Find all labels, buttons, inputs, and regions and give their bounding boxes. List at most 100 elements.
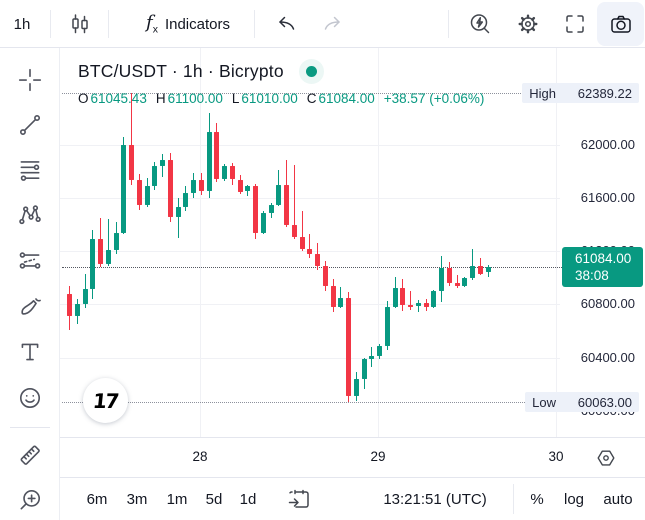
ruler-icon [20,445,40,465]
candle-body [330,285,336,307]
candle-wick [309,234,311,258]
candle-body [307,249,313,254]
hexagon-settings-icon [597,450,615,466]
redo-button[interactable] [312,0,352,48]
candle-wick [293,164,295,240]
divider [50,10,51,38]
candle-body [369,356,375,359]
fib-lines-icon [20,161,40,181]
range-3m-button[interactable]: 3m [126,490,148,508]
quick-search-button[interactable] [458,0,502,48]
range-1m-button[interactable]: 1m [166,490,188,508]
candle-body [346,297,351,396]
go-to-date-button[interactable] [280,478,318,520]
high-low-line [62,93,527,95]
range-6m-button[interactable]: 6m [86,490,108,508]
zoom-in-tool-button[interactable] [12,482,48,518]
auto-scale-toggle[interactable]: auto [603,490,633,508]
candle-body [152,166,158,187]
candle-body [105,249,111,265]
trend-line-tool-button[interactable] [12,107,48,143]
last-price-countdown-badge: 61084.00 38:08 [562,246,643,287]
fib-retracement-tool-button[interactable] [12,152,48,188]
candle-body [175,207,181,217]
candle-body [90,239,96,290]
candle-body [198,180,204,192]
candle-body [206,131,212,192]
chart-canvas[interactable]: BTC/USDT · 1h · Bicrypto O 61045.43 H 6110… [60,48,645,437]
undo-icon [276,13,298,35]
gridline [200,48,201,437]
high-price: 62389.22 [577,85,632,101]
candle-wick [301,211,303,252]
high-low-line [62,402,527,404]
price-tick: 60800.00 [580,296,635,312]
candle-body [446,267,452,284]
candle-wick [417,300,419,313]
gridline [60,357,560,359]
symbol-row: BTC/USDT · 1h · Bicrypto [78,61,317,82]
text-tool-button[interactable] [12,334,48,370]
high-label: H [155,91,166,106]
low-word: Low [532,394,556,410]
log-scale-toggle[interactable]: log [563,490,585,508]
xabcd-pattern-tool-button[interactable] [12,197,48,233]
candle-body [222,166,227,180]
candle-body [284,184,289,225]
candle-body [315,253,320,266]
gridline [60,304,560,306]
open-value: 61045.43 [90,91,147,106]
interval-button[interactable]: 1h [13,15,31,33]
high-value: 61100.00 [167,91,223,106]
candle-wick [107,219,109,267]
change-value: +38.57 (+0.06%) [383,91,485,106]
candle-body [121,145,127,233]
indicators-button[interactable]: fx Indicators [124,0,252,48]
candle-body [408,305,413,307]
clock-utc-button[interactable]: 13:21:51 (UTC) [383,490,487,508]
emoji-tool-button[interactable] [12,380,48,416]
fullscreen-button[interactable] [553,0,597,48]
candle-body [191,180,196,193]
low-price: 60063.00 [577,394,632,410]
bar-countdown: 38:08 [575,267,609,283]
percent-scale-toggle[interactable]: % [530,490,544,508]
candle-body [415,303,421,307]
candle-body [485,266,491,272]
calendar-arrow-icon [288,489,309,508]
tradingview-logo[interactable]: 17 [83,378,128,423]
market-status-dot[interactable] [305,66,317,77]
gridline [556,48,557,437]
range-1d-button[interactable]: 1d [239,490,257,508]
brush-tool-button[interactable] [12,288,48,324]
pattern-icon [19,205,41,225]
time-axis[interactable]: 28 29 30 [60,437,645,477]
candle-wick [456,275,458,289]
candle-body [353,379,359,396]
symbol-title[interactable]: BTC/USDT · 1h · Bicrypto [78,61,284,81]
measure-tool-button[interactable] [12,437,48,473]
axis-settings-button[interactable] [592,445,620,471]
crosshair-tool-button[interactable] [12,62,48,98]
screenshot-button[interactable] [597,2,644,46]
candle-body [454,283,460,286]
chart-type-button[interactable] [62,0,98,48]
smiley-icon [19,387,41,409]
candle-wick [131,93,132,185]
time-tick: 28 [192,449,208,464]
bottom-toolbar: 6m 3m 1m 5d 1d 13:21:51 (UTC) % log auto [60,477,645,520]
settings-button[interactable] [506,0,550,48]
candle-body [260,212,266,233]
candle-body [268,204,274,213]
fx-icon: fx [146,12,158,36]
price-tick: 62000.00 [580,137,635,152]
candle-body [237,179,243,192]
low-label: L [231,91,240,106]
candle-body [183,192,189,208]
projection-tool-button[interactable] [12,243,48,279]
projection-icon [19,252,41,269]
candle-body [129,145,134,180]
undo-button[interactable] [267,0,307,48]
range-5d-button[interactable]: 5d [205,490,223,508]
candle-body [276,184,282,205]
